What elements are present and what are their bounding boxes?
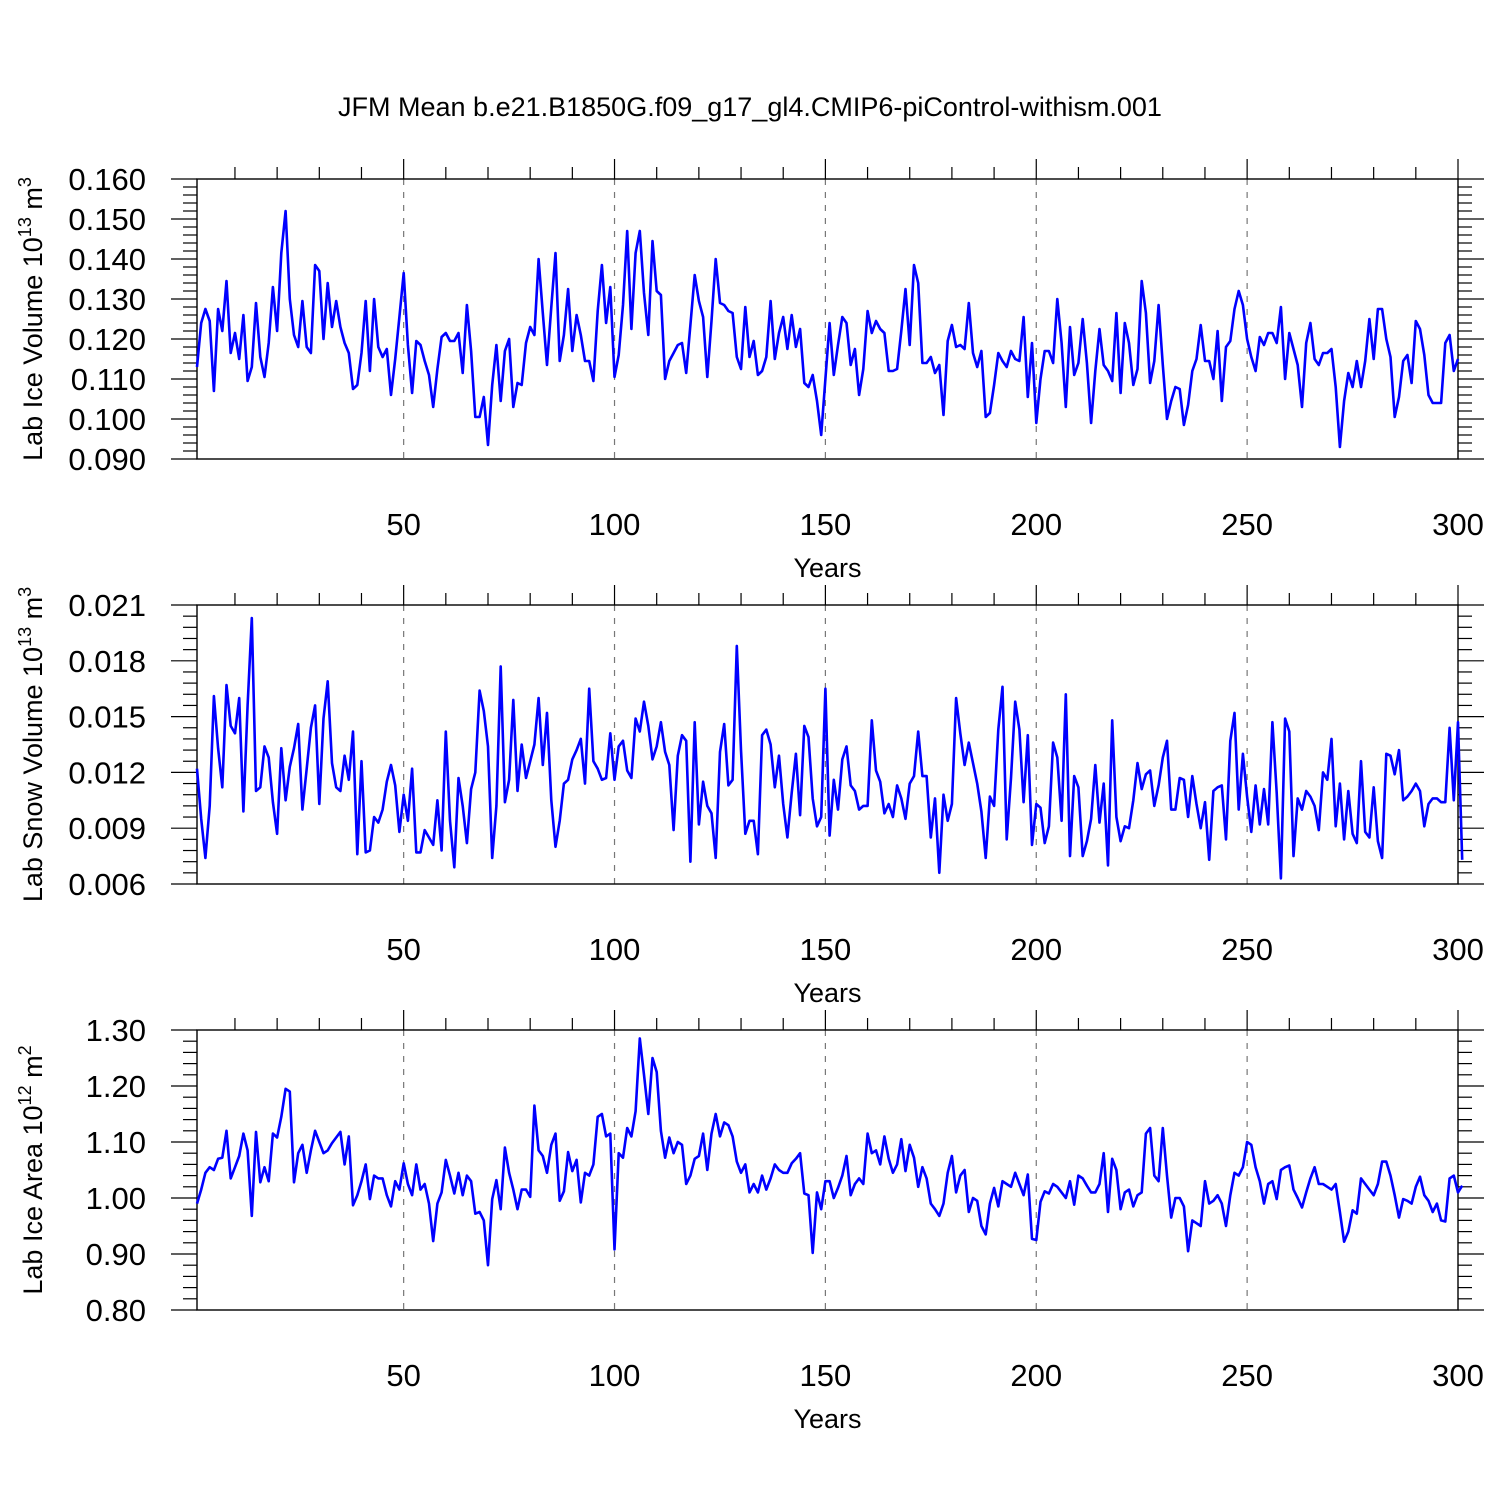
- y-axis-label-part: 10: [18, 647, 48, 685]
- y-axis-label-superscript: 3: [15, 587, 35, 597]
- chart-title: JFM Mean b.e21.B1850G.f09_g17_gl4.CMIP6-…: [338, 92, 1162, 122]
- y-tick-label: 0.140: [68, 242, 146, 277]
- x-axis-label: Years: [793, 1404, 861, 1434]
- y-tick-label: 0.120: [68, 322, 146, 357]
- ice-area-panel: 0.80 0.90 1.00 1.10 1.20 1.30 50 100 150 200 250 30…: [15, 1010, 1484, 1434]
- x-tick-label: 300: [1432, 507, 1484, 542]
- y-axis-label-part: m: [18, 1055, 48, 1085]
- x-tick-label: 100: [589, 932, 641, 967]
- y-tick-label: 0.012: [68, 755, 146, 790]
- y-tick-label: 1.20: [86, 1069, 146, 1104]
- x-tick-label: 300: [1432, 932, 1484, 967]
- data-series-line: [195, 209, 1460, 449]
- y-tick-label: 0.90: [86, 1237, 146, 1272]
- y-axis-label-part: Lab Snow Volume: [18, 684, 48, 902]
- y-tick-label: 0.090: [68, 442, 146, 477]
- y-axis-label-part: m: [18, 187, 48, 217]
- y-axis-label-part: 10: [18, 1105, 48, 1143]
- y-tick-label: 0.018: [68, 644, 146, 679]
- x-tick-label: 250: [1221, 507, 1273, 542]
- y-tick-label: 0.006: [68, 867, 146, 902]
- y-axis-label: Lab Snow Volume 1013 m3: [15, 587, 48, 902]
- y-axis-label-part: m: [18, 597, 48, 627]
- y-axis-label-superscript: 12: [15, 1085, 35, 1105]
- x-tick-label: 150: [800, 1358, 852, 1393]
- y-axis-label-superscript: 13: [15, 217, 35, 237]
- x-tick-label: 200: [1010, 932, 1062, 967]
- plot-frame: [196, 1029, 1459, 1311]
- x-tick-label: 100: [589, 1358, 641, 1393]
- y-axis-label-superscript: 2: [15, 1045, 35, 1055]
- ice-volume-panel: 0.090 0.100 0.110 0.120 0.130 0.140 0.150 0.160…: [15, 159, 1484, 583]
- y-tick-label: 1.10: [86, 1125, 146, 1160]
- y-tick-label: 0.021: [68, 588, 146, 623]
- y-tick-label: 0.160: [68, 162, 146, 197]
- y-tick-label: 0.009: [68, 811, 146, 846]
- y-axis-label-part: Lab Ice Area: [18, 1142, 48, 1295]
- y-axis-label: Lab Ice Volume 1013 m3: [15, 177, 48, 461]
- x-tick-label: 50: [386, 1358, 420, 1393]
- x-tick-label: 200: [1010, 507, 1062, 542]
- x-tick-label: 50: [386, 932, 420, 967]
- y-tick-label: 1.00: [86, 1181, 146, 1216]
- y-axis-label-superscript: 13: [15, 627, 35, 647]
- y-axis-label-part: 10: [18, 237, 48, 275]
- y-axis-label-superscript: 3: [15, 177, 35, 187]
- plot-frame: [196, 178, 1459, 460]
- y-tick-label: 1.30: [86, 1013, 146, 1048]
- snow-volume-panel: 0.006 0.009 0.012 0.015 0.018 0.021 50 100 150 20…: [15, 585, 1484, 1008]
- y-tick-label: 0.150: [68, 202, 146, 237]
- y-tick-label: 0.015: [68, 700, 146, 735]
- x-axis-label: Years: [793, 978, 861, 1008]
- x-axis-label: Years: [793, 553, 861, 583]
- y-tick-label: 0.110: [71, 362, 146, 397]
- x-tick-label: 200: [1010, 1358, 1062, 1393]
- x-tick-label: 250: [1221, 1358, 1273, 1393]
- x-tick-label: 100: [589, 507, 641, 542]
- x-tick-label: 150: [800, 932, 852, 967]
- data-series-line: [195, 1037, 1464, 1267]
- y-axis-label-part: Lab Ice Volume: [18, 275, 48, 461]
- data-series-line: [195, 616, 1464, 880]
- x-tick-label: 150: [800, 507, 852, 542]
- x-tick-label: 250: [1221, 932, 1273, 967]
- y-tick-label: 0.130: [68, 282, 146, 317]
- y-axis-label: Lab Ice Area 1012 m2: [15, 1045, 48, 1294]
- x-tick-label: 50: [386, 507, 420, 542]
- y-tick-label: 0.100: [68, 402, 146, 437]
- y-tick-label: 0.80: [86, 1293, 146, 1328]
- x-tick-label: 300: [1432, 1358, 1484, 1393]
